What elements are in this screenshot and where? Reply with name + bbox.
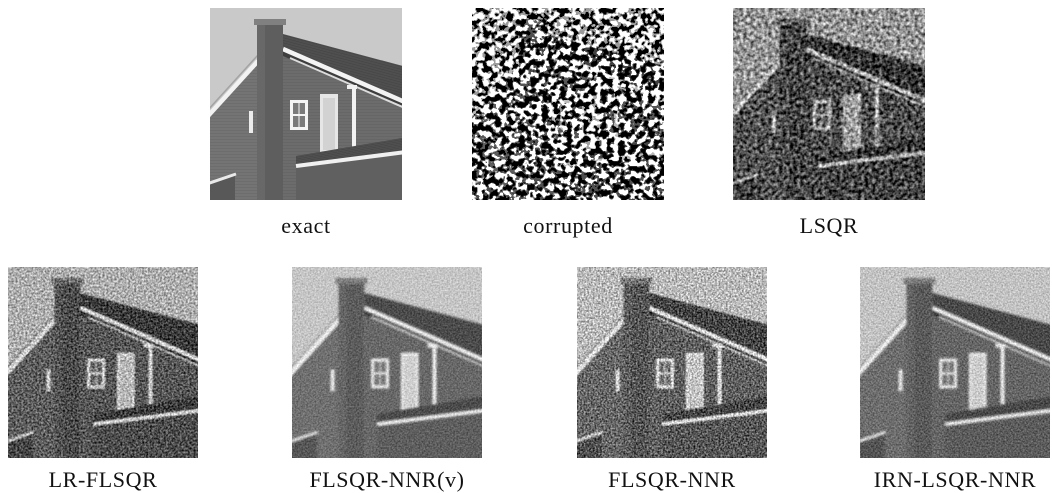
panel-caption: IRN-LSQR-NNR (873, 467, 1037, 492)
house-render (733, 8, 925, 200)
house-render (472, 8, 664, 200)
panel-caption: FLSQR-NNR(v) (309, 467, 465, 492)
panel-flsqr-nnr: FLSQR-NNR (577, 267, 767, 492)
panel-exact: exact (210, 8, 402, 238)
panel-caption: FLSQR-NNR (608, 467, 736, 492)
corrupted-image (472, 8, 664, 200)
house-render (860, 267, 1050, 458)
panel-irn-lsqr-nnr: IRN-LSQR-NNR (860, 267, 1050, 492)
house-render (210, 8, 402, 200)
panel-corrupted: corrupted (472, 8, 664, 238)
irn-lsqr-nnr-reconstruction-image (860, 267, 1050, 458)
panel-lsqr: LSQR (733, 8, 925, 238)
lr-flsqr-reconstruction-image (8, 267, 198, 458)
reconstruction-layer (577, 267, 767, 458)
flsqr-nnr-v-reconstruction-image (292, 267, 482, 458)
corruption-layer (472, 8, 664, 200)
house-render (292, 267, 482, 458)
panel-caption: exact (281, 213, 331, 238)
reconstruction-layer (860, 267, 1050, 458)
exact-image (210, 8, 402, 200)
panel-flsqr-nnr-v: FLSQR-NNR(v) (292, 267, 482, 492)
house-render (577, 267, 767, 458)
lsqr-reconstruction-image (733, 8, 925, 200)
panel-caption: LSQR (799, 213, 859, 238)
flsqr-nnr-reconstruction-image (577, 267, 767, 458)
panel-caption: LR-FLSQR (48, 467, 158, 492)
reconstruction-layer (292, 267, 482, 458)
panel-lr-flsqr: LR-FLSQR (8, 267, 198, 492)
house-render (8, 267, 198, 458)
panel-caption: corrupted (523, 213, 613, 238)
reconstruction-layer (8, 267, 198, 458)
reconstruction-layer (733, 8, 925, 200)
